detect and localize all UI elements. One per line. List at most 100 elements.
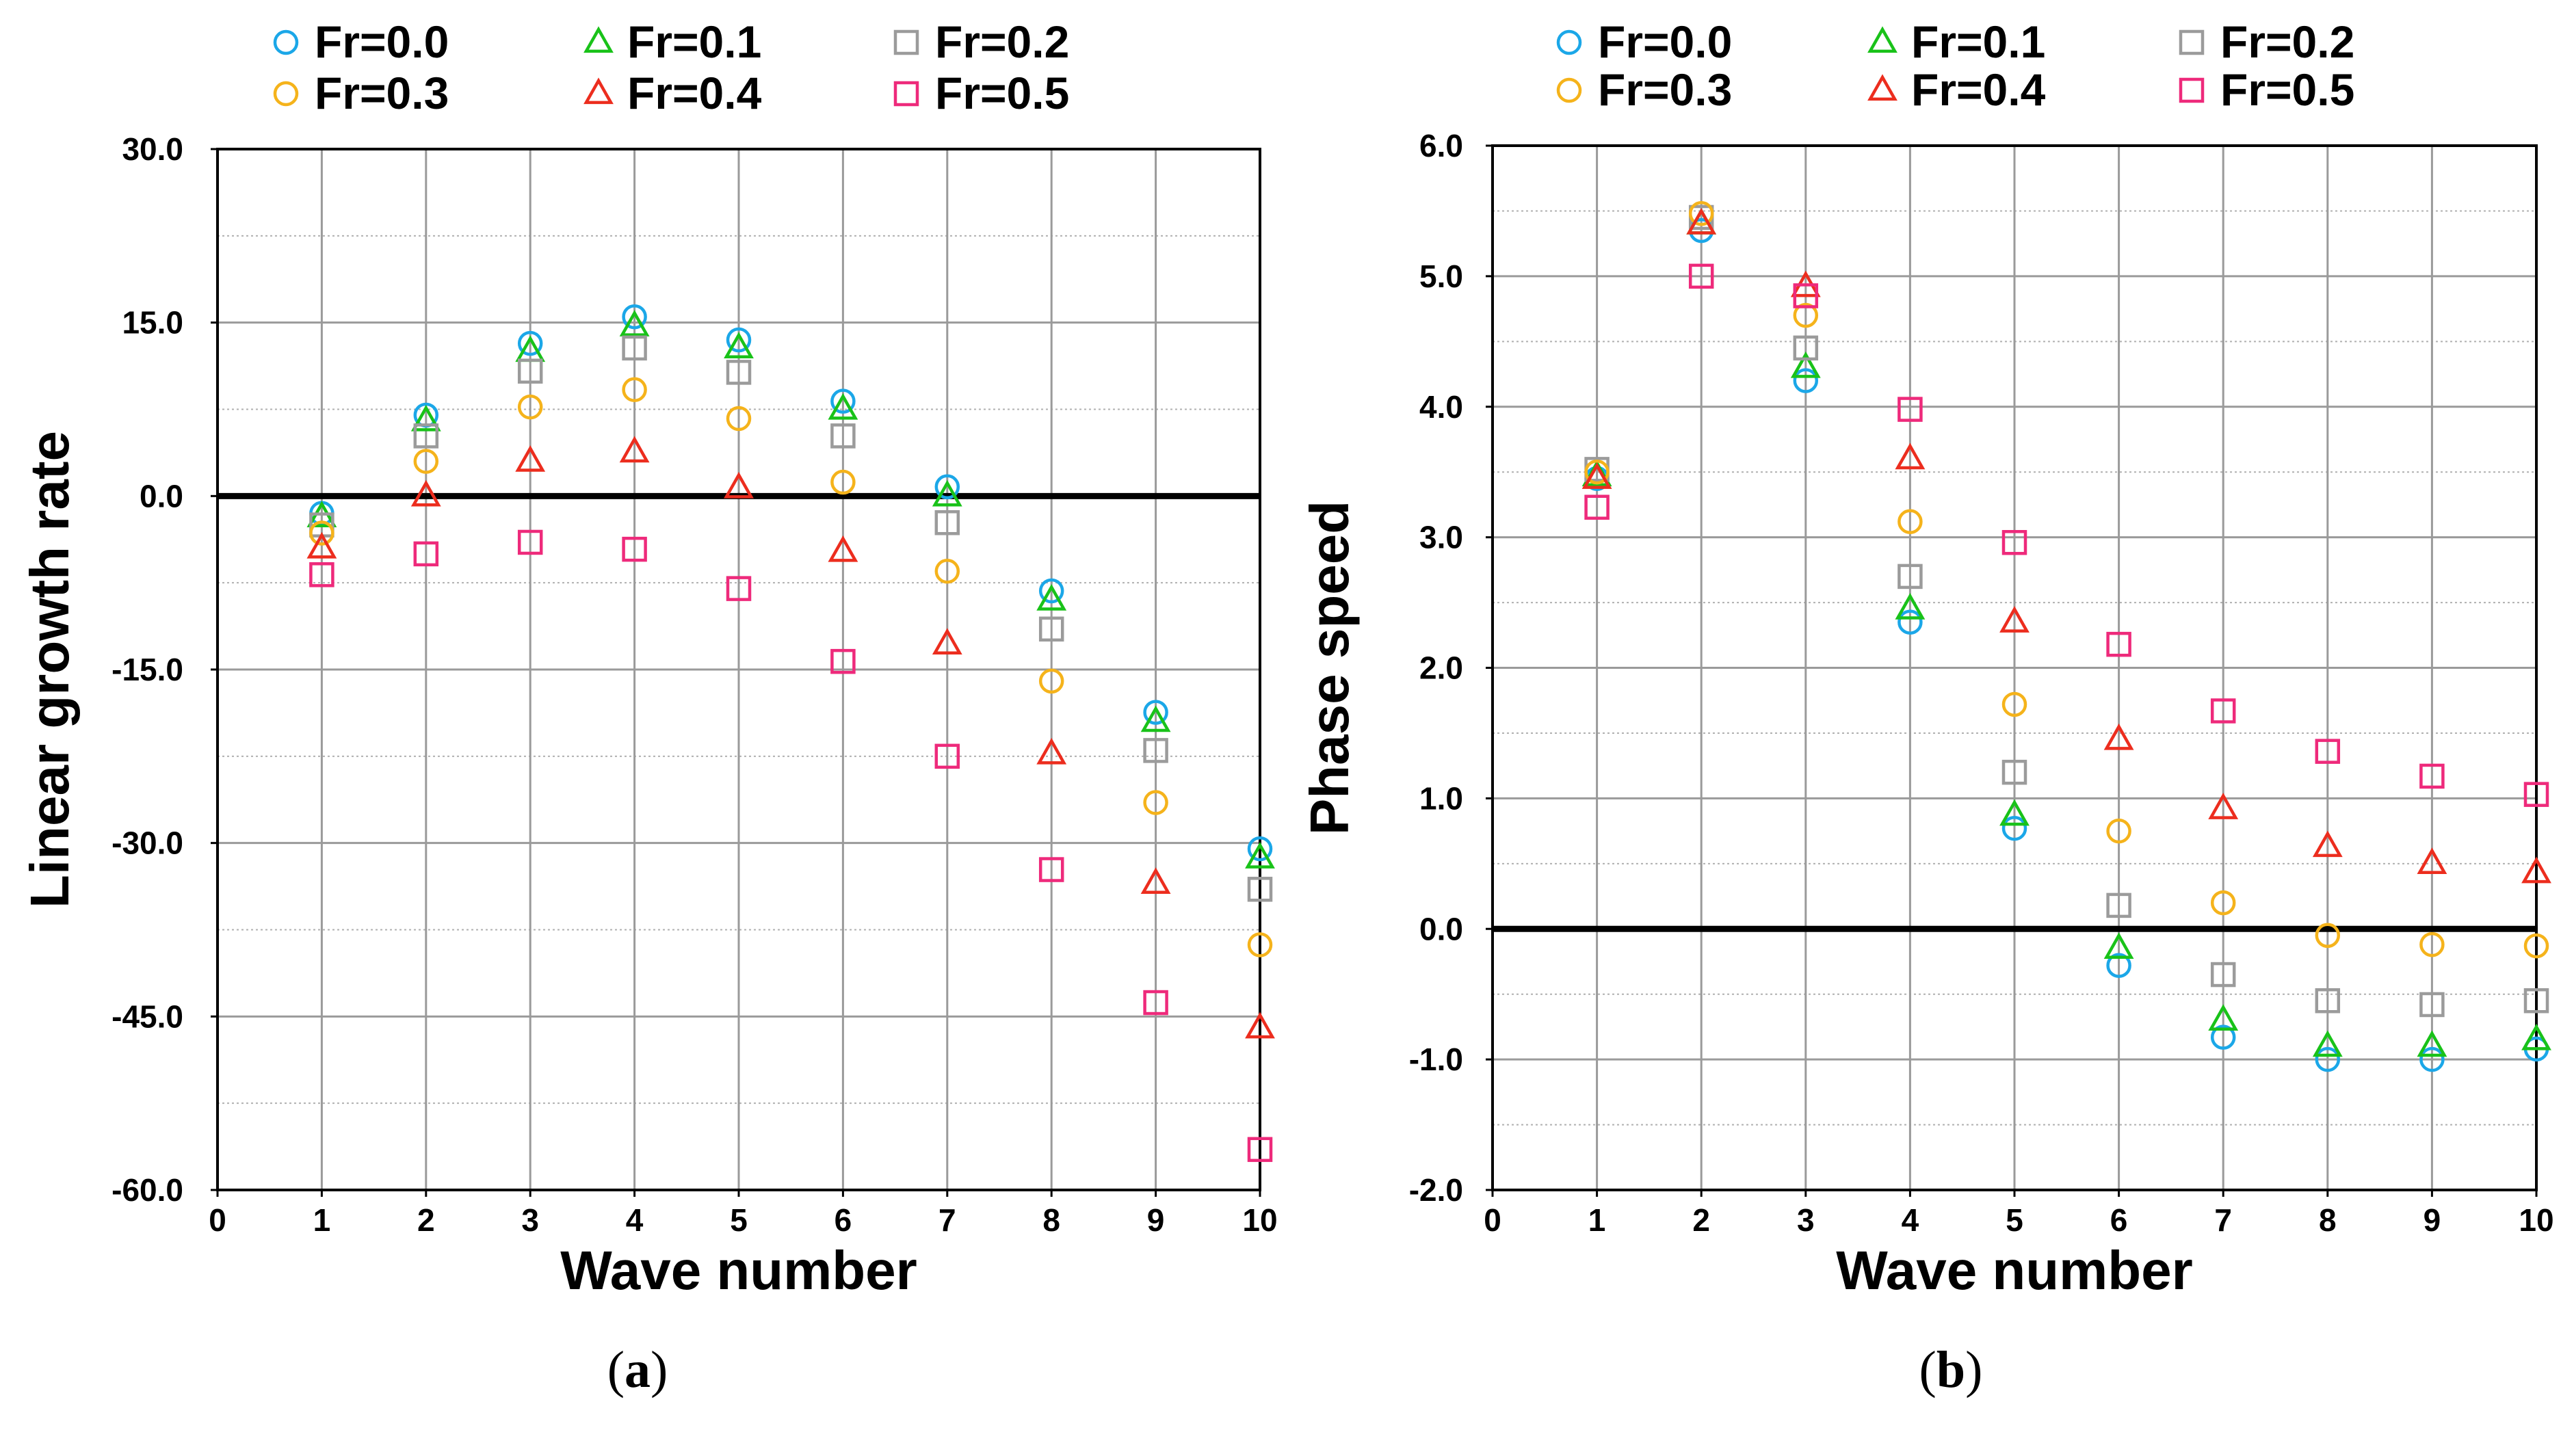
data-point [2417,1030,2447,1057]
legend-label: Fr=0.2 [2220,16,2354,67]
data-point [2210,698,2236,724]
legend-item: Fr=0.5 [2179,64,2354,115]
data-point [517,394,543,420]
x-tick-label: 9 [1147,1202,1165,1238]
data-point [2315,988,2341,1014]
data-point [309,562,334,587]
legend-marker [273,29,299,55]
x-tick-label: 4 [626,1202,644,1238]
y-tick-label: -60.0 [111,1172,183,1208]
data-point [1793,302,1819,328]
data-point [1036,583,1067,611]
data-point [2312,830,2343,858]
y-tick-label: 2.0 [1419,650,1463,686]
series-Fr-0-4 [306,436,1275,1039]
caption-b-letter: b [1936,1341,1966,1399]
data-point [1688,201,1714,226]
data-point [619,310,650,336]
data-point [830,648,856,674]
caption-a-close: ) [651,1341,668,1399]
data-point [306,531,337,559]
legend-label: Fr=0.3 [315,68,449,118]
x-tick-label: 8 [2319,1202,2337,1238]
data-point [1245,1011,1275,1039]
legend-marker [893,29,919,55]
data-point [1038,668,1064,694]
data-point [2210,890,2236,916]
data-point [622,377,647,403]
data-point [2106,953,2131,978]
data-point [619,436,650,463]
y-tick-label: -1.0 [1409,1042,1463,1077]
series-Fr-0-4 [1581,207,2551,884]
data-point [410,404,441,432]
data-point [410,479,441,507]
legend-item: Fr=0.2 [893,16,1069,67]
data-point [2315,923,2341,949]
legend-item: Fr=0.2 [2179,16,2354,67]
data-point [2312,1030,2343,1057]
y-tick-label: 0.0 [1419,911,1463,947]
data-point [2419,992,2445,1018]
legend-item: Fr=0.5 [893,68,1069,118]
y-tick-label: 0.0 [140,478,183,514]
legend-label: Fr=0.5 [935,68,1069,118]
legend-label: Fr=0.1 [1911,16,2045,67]
data-point [1688,263,1714,289]
data-point [1897,509,1923,534]
data-point [2106,631,2131,657]
y-ticks-b: 6.0 5.0 4.0 3.0 2.0 1.0 0.0 -1.0 -2.0 [1409,128,1493,1208]
data-point [1038,616,1064,642]
series-Fr-0-3 [1584,201,2549,959]
x-tick-label: 2 [1692,1202,1710,1238]
minor-grid-a [218,235,1260,1104]
data-point [2001,691,2027,717]
data-point [2417,847,2447,874]
data-point [2523,933,2549,959]
data-point [726,406,752,432]
data-point [2315,1046,2341,1072]
data-point [2001,530,2027,555]
x-tick-label: 7 [938,1202,956,1238]
data-point [1793,335,1819,361]
legend-item: Fr=0.3 [273,68,449,118]
x-axis-title-a: Wave number [560,1240,917,1301]
x-tick-label: 7 [2214,1202,2232,1238]
x-tick-label: 3 [521,1202,539,1238]
data-point [309,520,334,546]
data-point [1581,462,1612,489]
data-point [934,743,960,769]
data-point [2419,763,2445,789]
caption-b-close: ) [1965,1341,1983,1399]
data-point [1038,578,1064,604]
legend-item: Fr=0.4 [583,68,762,118]
data-point [515,445,546,472]
y-axis-title-a: Linear growth rate [19,431,80,908]
data-point [1790,351,1821,378]
data-point [2103,723,2134,750]
data-point [934,474,960,500]
caption-a: (a) [535,1340,740,1400]
legend-label: Fr=0.4 [1911,64,2046,115]
data-point [517,358,543,384]
y-ticks-a: 30.0 15.0 0.0 -15.0 -30.0 -45.0 -60.0 [111,131,218,1208]
data-point [517,529,543,555]
data-point [932,479,962,507]
legend-item: Fr=0.1 [583,16,761,67]
x-axis-title-b: Wave number [1836,1240,2193,1301]
series-Fr-0-5 [1584,263,2549,807]
data-point [1686,207,1717,235]
legend-marker [1556,29,1582,55]
legend-label: Fr=0.0 [315,16,449,67]
data-point [2521,1023,2551,1050]
data-points-a [306,304,1275,1163]
data-point [830,469,856,495]
data-point [830,423,856,449]
x-ticks-b: 0 1 2 3 4 5 6 7 8 9 10 [1484,1190,2554,1238]
data-point [1143,990,1168,1016]
data-point [1140,867,1171,895]
x-tick-label: 10 [1242,1202,1277,1238]
data-points-b [1581,201,2551,1072]
caption-a-letter: a [625,1341,651,1399]
